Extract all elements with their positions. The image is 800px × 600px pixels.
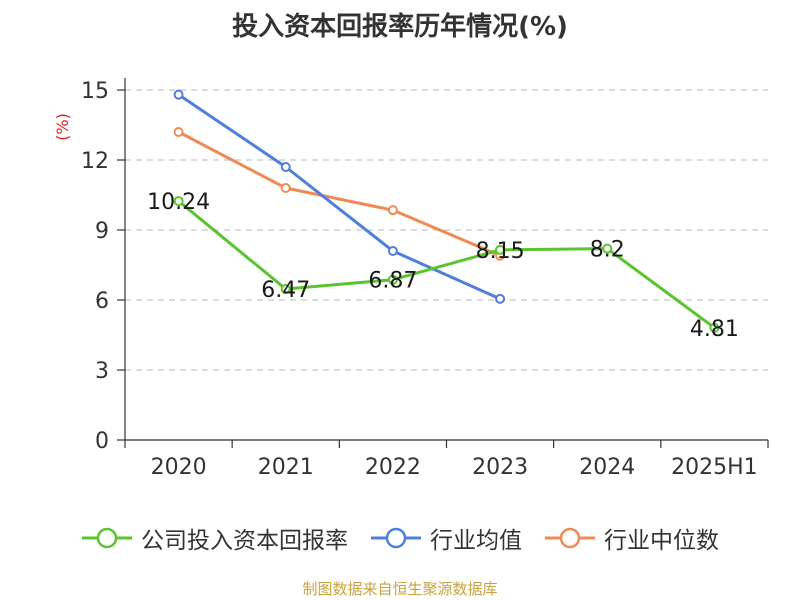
data-point[interactable]: [387, 246, 398, 256]
legend-label: 公司投入资本回报率: [141, 528, 348, 554]
data-label: 6.47: [261, 278, 310, 303]
y-axis-label: (%): [53, 113, 72, 141]
legend-item[interactable]: 公司投入资本回报率: [81, 521, 348, 555]
data-point[interactable]: [387, 205, 398, 216]
series-line: [177, 93, 501, 301]
data-point[interactable]: [173, 127, 184, 137]
data-point[interactable]: [280, 162, 291, 172]
data-point[interactable]: [602, 243, 613, 254]
x-tick-label: 2021: [258, 455, 314, 480]
data-point[interactable]: [173, 196, 184, 207]
data-label: 10.24: [147, 190, 210, 215]
legend-line-marker-icon: [371, 527, 421, 549]
data-point[interactable]: [173, 89, 184, 100]
data-point[interactable]: [280, 183, 291, 193]
y-tick-label: 6: [95, 289, 109, 314]
data-point[interactable]: [280, 284, 291, 295]
x-tick-label: 2024: [579, 455, 635, 480]
y-tick-label: 9: [95, 219, 109, 244]
x-tick-label: 2022: [365, 455, 421, 480]
x-tick-label: 2025H1: [671, 455, 758, 480]
legend-item[interactable]: 行业均值: [370, 521, 522, 555]
legend-item[interactable]: 行业中位数: [544, 521, 719, 555]
data-point[interactable]: [495, 244, 506, 255]
source-note: 制图数据来自恒生聚源数据库: [302, 580, 498, 598]
series-line: [177, 199, 716, 329]
data-label: 6.87: [368, 269, 417, 294]
y-tick-label: 0: [95, 429, 109, 454]
legend-line-marker-icon: [545, 527, 595, 549]
y-tick-label: 3: [95, 359, 109, 384]
data-point[interactable]: [495, 293, 506, 304]
data-label: 4.81: [690, 317, 739, 342]
chart-title: 投入资本回报率历年情况(%): [232, 12, 568, 42]
series-line: [177, 130, 501, 258]
gridlines: [125, 89, 768, 371]
data-point[interactable]: [709, 322, 720, 333]
axes: 0 3 6 9 12 15 2020 2021 2022 2023 2024 2025H1: [81, 78, 769, 480]
x-tick-label: 2023: [472, 455, 528, 480]
data-point[interactable]: [387, 274, 398, 285]
data-label: 8.15: [476, 239, 525, 264]
legend-label: 行业均值: [430, 528, 522, 554]
x-tick-label: 2020: [151, 455, 207, 480]
legend: 公司投入资本回报率 行业均值 行业中位数: [0, 518, 800, 558]
data-label: 8.2: [590, 238, 625, 263]
data-labels: 10.24 6.47 6.87 8.15 8.2 4.81: [147, 190, 739, 342]
y-tick-label: 12: [81, 149, 109, 174]
series: [173, 89, 720, 333]
y-tick-label: 15: [81, 79, 109, 104]
legend-label: 行业中位数: [604, 528, 719, 554]
legend-line-marker-icon: [82, 527, 132, 549]
